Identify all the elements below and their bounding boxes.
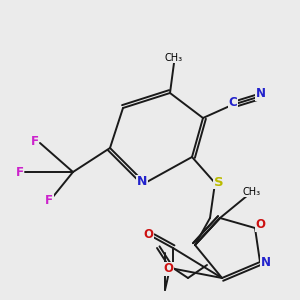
Text: CH₃: CH₃ [242,187,261,197]
Text: O: O [143,228,154,241]
Text: C: C [228,95,237,109]
Text: CH₃: CH₃ [165,52,183,63]
Text: N: N [256,88,266,100]
Text: S: S [214,176,224,189]
Text: N: N [137,175,147,188]
Text: N: N [260,256,270,269]
Text: F: F [31,135,39,148]
Text: O: O [255,218,266,232]
Text: F: F [45,194,53,208]
Text: O: O [164,262,173,275]
Text: F: F [16,166,24,178]
